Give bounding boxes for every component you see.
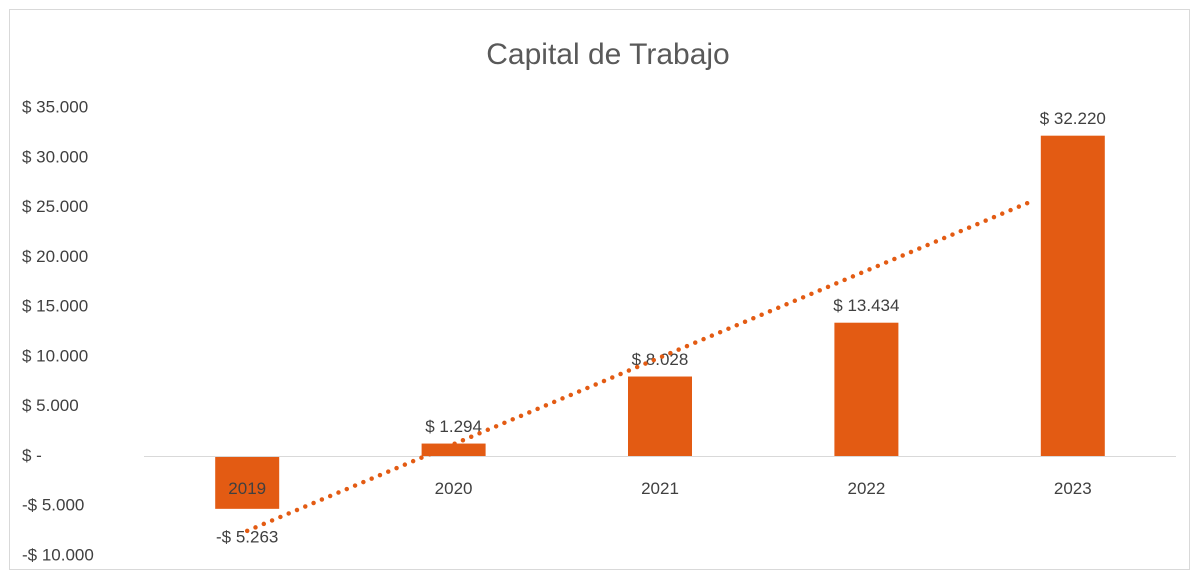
y-tick-label: $ 15.000 — [22, 297, 88, 316]
y-tick-label: $ - — [22, 446, 42, 465]
x-tick-label: 2020 — [435, 479, 473, 498]
y-tick-label: $ 25.000 — [22, 197, 88, 216]
data-label: $ 8.028 — [632, 350, 689, 369]
y-tick-label: -$ 10.000 — [22, 545, 94, 564]
bar — [834, 322, 899, 457]
y-tick-label: $ 10.000 — [22, 346, 88, 365]
bar — [421, 443, 486, 457]
bar — [628, 376, 692, 457]
data-label: $ 32.220 — [1040, 109, 1106, 128]
y-tick-label: $ 20.000 — [22, 247, 88, 266]
x-tick-label: 2022 — [847, 479, 885, 498]
y-tick-label: $ 5.000 — [22, 396, 79, 415]
bar — [215, 456, 280, 509]
chart-title: Capital de Trabajo — [486, 38, 730, 71]
data-label: -$ 5.263 — [216, 527, 278, 546]
trendline — [244, 199, 1034, 534]
x-tick-label: 2023 — [1054, 479, 1092, 498]
y-tick-label: $ 35.000 — [22, 97, 88, 116]
data-label: $ 1.294 — [425, 417, 482, 436]
chart-border — [9, 9, 1190, 570]
data-label: $ 13.434 — [833, 296, 899, 315]
bar — [1040, 135, 1105, 457]
x-tick-label: 2019 — [228, 479, 266, 498]
y-tick-label: -$ 5.000 — [22, 496, 84, 515]
x-tick-label: 2021 — [641, 479, 679, 498]
y-tick-label: $ 30.000 — [22, 147, 88, 166]
